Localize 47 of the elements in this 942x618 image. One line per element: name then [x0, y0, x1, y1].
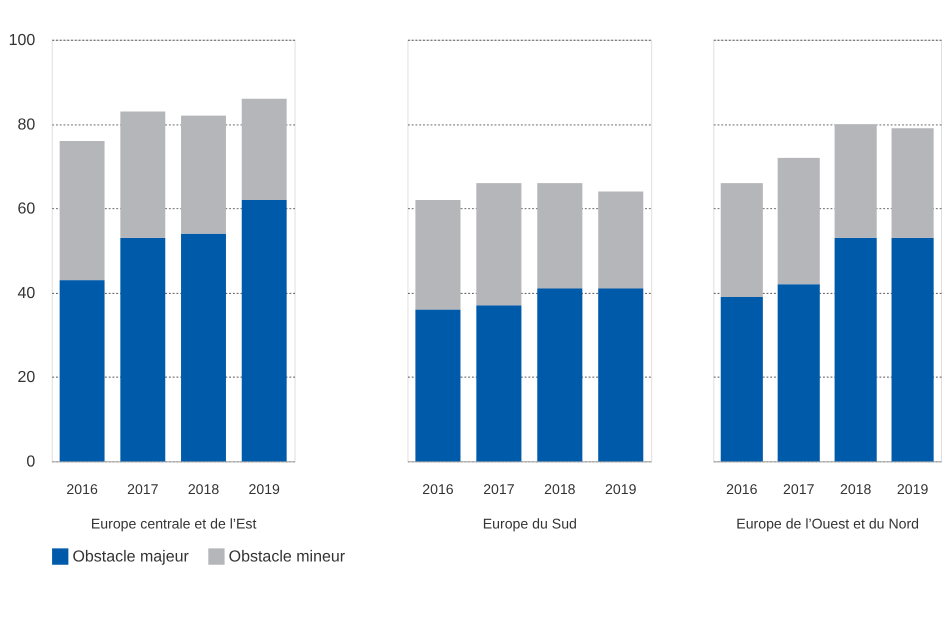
y-tick-label: 0: [26, 454, 36, 471]
bar: [120, 238, 166, 462]
y-tick-label: 40: [18, 284, 36, 302]
bar: [476, 183, 522, 306]
x-tick-label: 2019: [248, 480, 280, 497]
bar: [598, 288, 644, 462]
x-tick-label: 2017: [127, 480, 159, 497]
x-tick-label: 2016: [726, 480, 758, 497]
x-tick-label: 2019: [896, 480, 928, 497]
legend-label: Obstacle majeur: [72, 548, 190, 566]
bar: [60, 280, 105, 462]
bar: [415, 310, 460, 462]
y-tick-label: 60: [18, 200, 36, 218]
x-tick-label: 2017: [483, 480, 515, 497]
bar: [181, 116, 226, 234]
x-tick-label: 2018: [840, 480, 872, 497]
x-tick-label: 2019: [605, 480, 637, 497]
bar: [181, 234, 226, 462]
bar: [60, 140, 105, 280]
bar: [720, 296, 763, 462]
x-axis-title: Europe centrale et de l’Est: [90, 516, 256, 532]
bar: [242, 200, 287, 462]
bar: [892, 238, 934, 462]
x-axis-title: Europe du Sud: [482, 516, 577, 532]
bar: [537, 288, 582, 462]
x-axis-title: Europe de l’Ouest et du Nord: [736, 516, 920, 532]
bar: [598, 192, 644, 289]
bar: [778, 284, 820, 462]
x-tick-label: 2018: [188, 480, 220, 497]
bar: [476, 305, 522, 462]
x-tick-label: 2016: [66, 480, 98, 497]
bar: [720, 183, 763, 297]
y-tick-label: 100: [8, 32, 36, 49]
bar: [120, 111, 166, 238]
y-tick-label: 20: [18, 369, 36, 386]
bar: [415, 200, 460, 310]
x-tick-label: 2017: [783, 480, 815, 497]
bar: [778, 158, 820, 284]
legend-label: Obstacle mineur: [228, 548, 346, 566]
x-tick-label: 2018: [544, 480, 576, 497]
bar: [892, 128, 934, 238]
bar: [834, 124, 877, 238]
x-tick-label: 2016: [422, 480, 454, 497]
y-tick-label: 80: [18, 116, 36, 134]
bar: [537, 183, 582, 289]
bar: [242, 98, 287, 200]
bar: [834, 238, 877, 462]
